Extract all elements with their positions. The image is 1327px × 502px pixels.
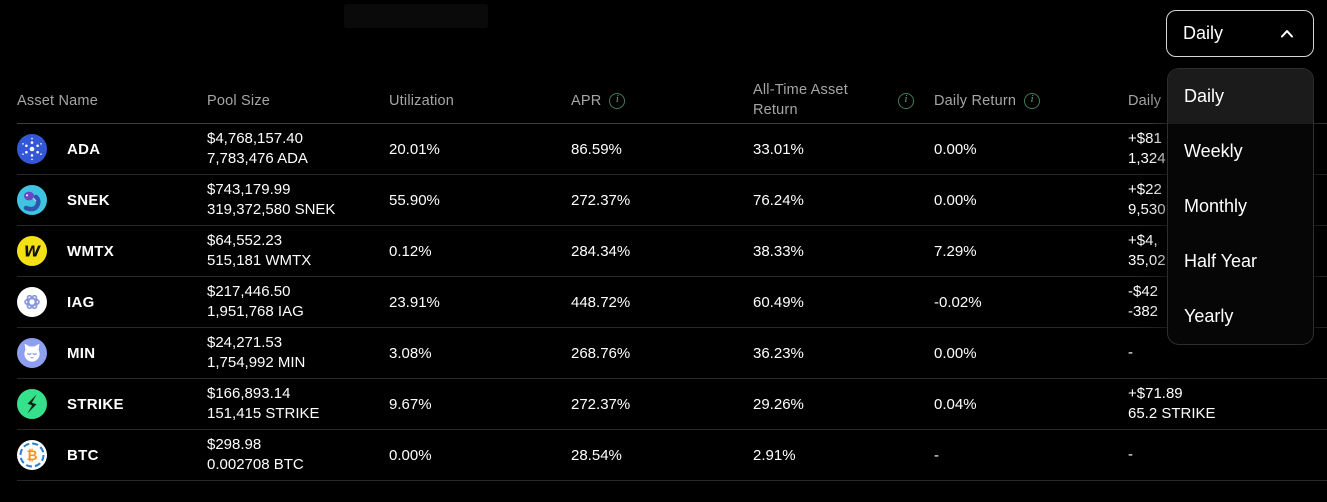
daily-earnings-cell: +$4, 35,02 (1128, 231, 1166, 269)
apr-cell: 448.72% (571, 293, 631, 311)
pool-size-cell: $298.98 0.002708 BTC (207, 435, 304, 473)
snek-snake-icon (17, 185, 47, 215)
menu-item-yearly[interactable]: Yearly (1184, 306, 1234, 326)
apr-cell: 272.37% (571, 191, 631, 209)
utilization-cell: 0.12% (389, 242, 432, 260)
header-daily-earnings: Daily (1128, 92, 1162, 109)
daily-return-cell: 0.04% (934, 395, 977, 413)
menu-item-monthly[interactable]: Monthly (1184, 196, 1248, 216)
asset-cell: SNEK (17, 185, 207, 215)
table-header-row: Asset Name Pool Size Utilization APR i A… (17, 78, 1327, 124)
apr-cell: 28.54% (571, 446, 622, 464)
utilization-cell: 3.08% (389, 344, 432, 362)
strike-bolt-icon (17, 389, 47, 419)
asset-cell: ₿ BTC (17, 440, 207, 470)
table-row-min[interactable]: MIN $24,271.53 1,754,992 MIN 3.08% 268.7… (17, 328, 1327, 379)
pool-size-cell: $743,179.99 319,372,580 SNEK (207, 180, 336, 218)
pool-size-cell: $217,446.50 1,951,768 IAG (207, 282, 304, 320)
min-cat-icon (17, 338, 47, 368)
all-time-return-cell: 76.24% (753, 191, 804, 209)
table-row-iag[interactable]: IAG $217,446.50 1,951,768 IAG 23.91% 448… (17, 277, 1327, 328)
daily-earnings-cell: +$22 9,530 (1128, 180, 1166, 218)
daily-earnings-cell: +$81 1,324 (1128, 129, 1166, 167)
svg-text:₿: ₿ (26, 448, 37, 464)
utilization-cell: 55.90% (389, 191, 440, 209)
apr-cell: 272.37% (571, 395, 631, 413)
menu-item-daily[interactable]: Daily (1168, 69, 1313, 124)
apr-cell: 268.76% (571, 344, 631, 362)
pool-size-cell: $4,768,157.40 7,783,476 ADA (207, 129, 308, 167)
daily-earnings-cell: -$42 -382 (1128, 282, 1159, 320)
header-asset-name: Asset Name (17, 92, 98, 109)
daily-earnings-cell: - (1128, 343, 1133, 361)
asset-cell: IAG (17, 287, 207, 317)
asset-name: MIN (67, 344, 96, 362)
daily-return-cell: -0.02% (934, 293, 982, 311)
daily-return-cell: 0.00% (934, 140, 977, 158)
apr-cell: 86.59% (571, 140, 622, 158)
asset-cell: STRIKE (17, 389, 207, 419)
faint-top-panel (344, 4, 488, 28)
asset-name: SNEK (67, 191, 110, 209)
all-time-return-cell: 36.23% (753, 344, 804, 362)
daily-return-cell: 7.29% (934, 242, 977, 260)
daily-return-info-icon[interactable]: i (1024, 92, 1041, 109)
period-select-button[interactable]: Daily (1166, 10, 1314, 57)
period-dropdown-menu: Daily Weekly Monthly Half Year Yearly (1167, 68, 1314, 345)
pools-table: Asset Name Pool Size Utilization APR i A… (17, 78, 1327, 481)
daily-earnings-cell: - (1128, 445, 1133, 463)
period-select-value: Daily (1183, 23, 1224, 43)
table-row-strike[interactable]: STRIKE $166,893.14 151,415 STRIKE 9.67% … (17, 379, 1327, 430)
pool-size-cell: $24,271.53 1,754,992 MIN (207, 333, 306, 371)
asset-cell: ADA (17, 134, 207, 164)
utilization-cell: 20.01% (389, 140, 440, 158)
all-time-return-cell: 60.49% (753, 293, 804, 311)
pool-size-cell: $166,893.14 151,415 STRIKE (207, 384, 320, 422)
wmtx-icon: W (17, 236, 47, 266)
chevron-up-icon (1277, 24, 1297, 44)
daily-return-cell: - (934, 446, 939, 464)
table-row-ada[interactable]: ADA $4,768,157.40 7,783,476 ADA 20.01% 8… (17, 124, 1327, 175)
ada-cardano-icon (17, 134, 47, 164)
header-apr: APR i (571, 92, 753, 109)
asset-name: WMTX (67, 242, 115, 260)
svg-text:W: W (24, 243, 42, 261)
btc-bitcoin-icon: ₿ (17, 440, 47, 470)
utilization-cell: 0.00% (389, 446, 432, 464)
daily-return-cell: 0.00% (934, 191, 977, 209)
all-time-return-cell: 33.01% (753, 140, 804, 158)
all-time-return-info-icon[interactable]: i (898, 92, 914, 109)
asset-name: STRIKE (67, 395, 124, 413)
apr-info-icon[interactable]: i (609, 92, 626, 109)
table-row-wmtx[interactable]: W WMTX $64,552.23 515,181 WMTX 0.12% 284… (17, 226, 1327, 277)
header-all-time-asset-return: All-Time Asset Return i (753, 81, 934, 120)
menu-item-weekly[interactable]: Weekly (1184, 141, 1243, 161)
daily-earnings-cell: +$71.89 65.2 STRIKE (1128, 384, 1216, 422)
asset-cell: W WMTX (17, 236, 207, 266)
asset-name: BTC (67, 446, 99, 464)
iag-knot-icon (17, 287, 47, 317)
asset-name: ADA (67, 140, 101, 158)
utilization-cell: 23.91% (389, 293, 440, 311)
pool-size-cell: $64,552.23 515,181 WMTX (207, 231, 312, 269)
utilization-cell: 9.67% (389, 395, 432, 413)
all-time-return-cell: 38.33% (753, 242, 804, 260)
header-daily-return: Daily Return i (934, 92, 1128, 109)
menu-item-half-year[interactable]: Half Year (1184, 251, 1258, 271)
daily-return-cell: 0.00% (934, 344, 977, 362)
header-pool-size: Pool Size (207, 92, 271, 109)
table-row-snek[interactable]: SNEK $743,179.99 319,372,580 SNEK 55.90%… (17, 175, 1327, 226)
asset-name: IAG (67, 293, 95, 311)
all-time-return-cell: 2.91% (753, 446, 796, 464)
header-utilization: Utilization (389, 92, 455, 109)
table-row-btc[interactable]: ₿ BTC $298.98 0.002708 BTC 0.00% 28.54% … (17, 430, 1327, 481)
apr-cell: 284.34% (571, 242, 631, 260)
asset-cell: MIN (17, 338, 207, 368)
all-time-return-cell: 29.26% (753, 395, 804, 413)
